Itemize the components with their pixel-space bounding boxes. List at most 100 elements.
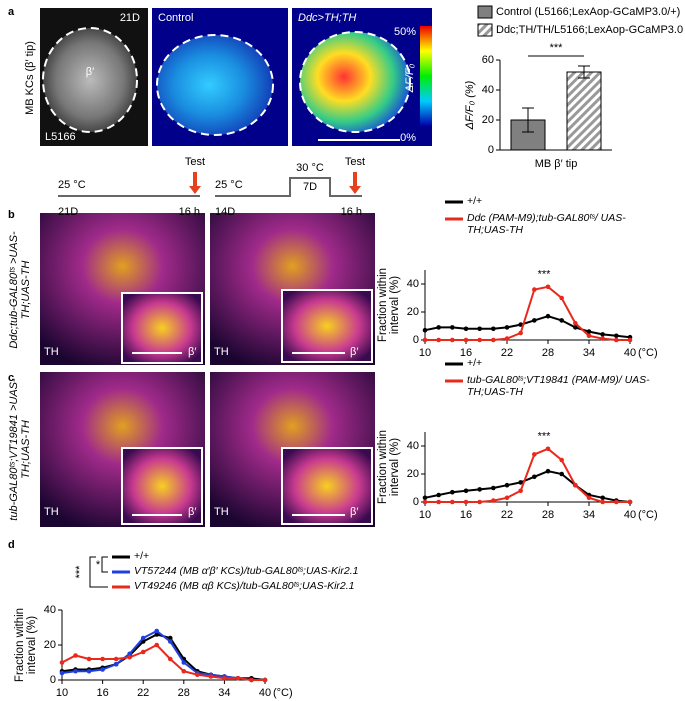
point <box>545 284 551 290</box>
image-label: 21D <box>120 12 140 24</box>
panel-label: a <box>8 6 15 18</box>
timeline-label: 25 °C <box>58 179 86 191</box>
row-label: tub-GAL80ᵗˢ;VT19841 >UAS-TH;UAS-TH <box>8 378 32 520</box>
legend-label: +/+ <box>467 357 483 369</box>
timeline <box>58 177 362 197</box>
point <box>559 457 564 463</box>
point <box>600 495 605 501</box>
x-tick-label: 28 <box>542 347 554 359</box>
y-tick-label: 20 <box>407 468 419 480</box>
y-tick-label: 0 <box>413 334 419 346</box>
y-axis-label: Fraction within interval (%) <box>14 607 38 683</box>
y-tick-label: 0 <box>488 144 494 156</box>
x-tick-label: 10 <box>56 687 68 699</box>
x-tick-label: 34 <box>583 509 595 521</box>
point <box>614 499 619 505</box>
point <box>518 488 523 494</box>
point <box>436 499 441 505</box>
x-tick-label: 40 <box>624 347 636 359</box>
point <box>491 326 496 332</box>
point <box>586 495 592 501</box>
point <box>491 337 496 343</box>
legend-label: tub-GAL80ᵗˢ;VT19841 (PAM-M9)/ UAS-TH;UAS… <box>467 374 650 398</box>
point <box>222 675 227 681</box>
annotation: *** <box>550 42 564 54</box>
point <box>600 336 605 341</box>
legend-label: tub-GAL80ᵗˢ;VT19841 (PAM-M9)/ UAS-TH;UAS… <box>467 374 650 398</box>
y-tick-label: 40 <box>407 278 419 290</box>
point <box>504 482 510 488</box>
point <box>463 326 469 332</box>
timeline-label: 25 °C <box>215 179 243 191</box>
legend-label: Ddc (PAM-M9);tub-GAL80ᵗˢ/ UAS-TH;UAS-TH <box>467 212 626 236</box>
point <box>463 499 469 505</box>
legend-label: VT49246 (MB αβ KCs)/tub-GAL80ᵗˢ;UAS-Kir2… <box>134 580 355 592</box>
point <box>154 632 160 637</box>
legend-label: VT57244 (MB α′β′ KCs)/tub-GAL80ᵗˢ;UAS-Ki… <box>134 565 359 577</box>
legend-label: Ddc (PAM-M9);tub-GAL80ᵗˢ/ UAS-TH;UAS-TH <box>467 212 626 236</box>
x-tick-label: 22 <box>137 687 149 699</box>
point <box>477 487 482 492</box>
point <box>532 452 537 457</box>
x-axis-label: (°C) <box>638 509 658 521</box>
point <box>181 660 187 665</box>
point <box>627 337 633 343</box>
point <box>586 333 592 339</box>
point <box>113 656 119 662</box>
point <box>491 498 496 503</box>
timeline-label: Test <box>345 156 365 168</box>
legend-swatch <box>477 23 493 37</box>
x-tick-label: 22 <box>501 509 513 521</box>
roi <box>156 34 274 136</box>
point <box>614 337 619 343</box>
y-axis-label: Fraction within interval (%) <box>377 268 401 342</box>
row-label: Ddc;tub-GAL80ᵗˢ >UAS-TH;UAS-TH <box>8 231 32 349</box>
point <box>73 653 78 658</box>
point <box>127 651 132 657</box>
point <box>491 485 496 491</box>
y-tick-label: 20 <box>44 639 56 651</box>
row-label: MB KCs (β′ tip) <box>24 41 36 115</box>
image-label: Ddc>TH;TH <box>298 12 356 24</box>
point <box>86 668 92 674</box>
point <box>586 329 592 334</box>
x-tick-label: 40 <box>624 509 636 521</box>
x-tick-label: 10 <box>419 509 431 521</box>
annotation: *** <box>538 269 552 281</box>
legend-label: Ddc;TH/TH/L5166;LexAop-GCaMP3.0 <box>496 24 683 36</box>
y-tick-label: 40 <box>407 440 419 452</box>
point <box>100 667 105 672</box>
point <box>167 639 173 644</box>
image-label: L5166 <box>45 131 76 143</box>
point <box>436 337 441 343</box>
annotation: *** <box>74 565 86 579</box>
point <box>208 674 214 679</box>
legend-label: +/+ <box>134 550 149 562</box>
x-tick-label: 22 <box>501 347 513 359</box>
roi <box>299 31 411 133</box>
point <box>422 499 428 505</box>
point <box>59 670 65 676</box>
x-tick-label: 28 <box>542 509 554 521</box>
point <box>532 318 537 323</box>
image-tag: TH <box>214 506 229 518</box>
panel-label: c <box>8 372 14 384</box>
line <box>61 629 265 681</box>
point <box>422 495 428 501</box>
image-tag: TH <box>214 346 229 358</box>
point <box>73 668 78 674</box>
point <box>532 287 537 292</box>
point <box>450 489 455 495</box>
timeline-label: 21D <box>58 206 78 218</box>
point <box>100 656 105 662</box>
point <box>545 313 551 319</box>
x-tick-label: MB β′ tip <box>535 158 578 170</box>
y-tick-label: 0 <box>413 496 419 508</box>
image-tag: β′ <box>188 506 196 518</box>
point <box>127 654 132 660</box>
point <box>600 332 605 337</box>
point <box>518 330 523 336</box>
x-tick-label: 16 <box>460 347 472 359</box>
x-tick-label: 10 <box>419 347 431 359</box>
image-label: Control <box>158 12 193 24</box>
